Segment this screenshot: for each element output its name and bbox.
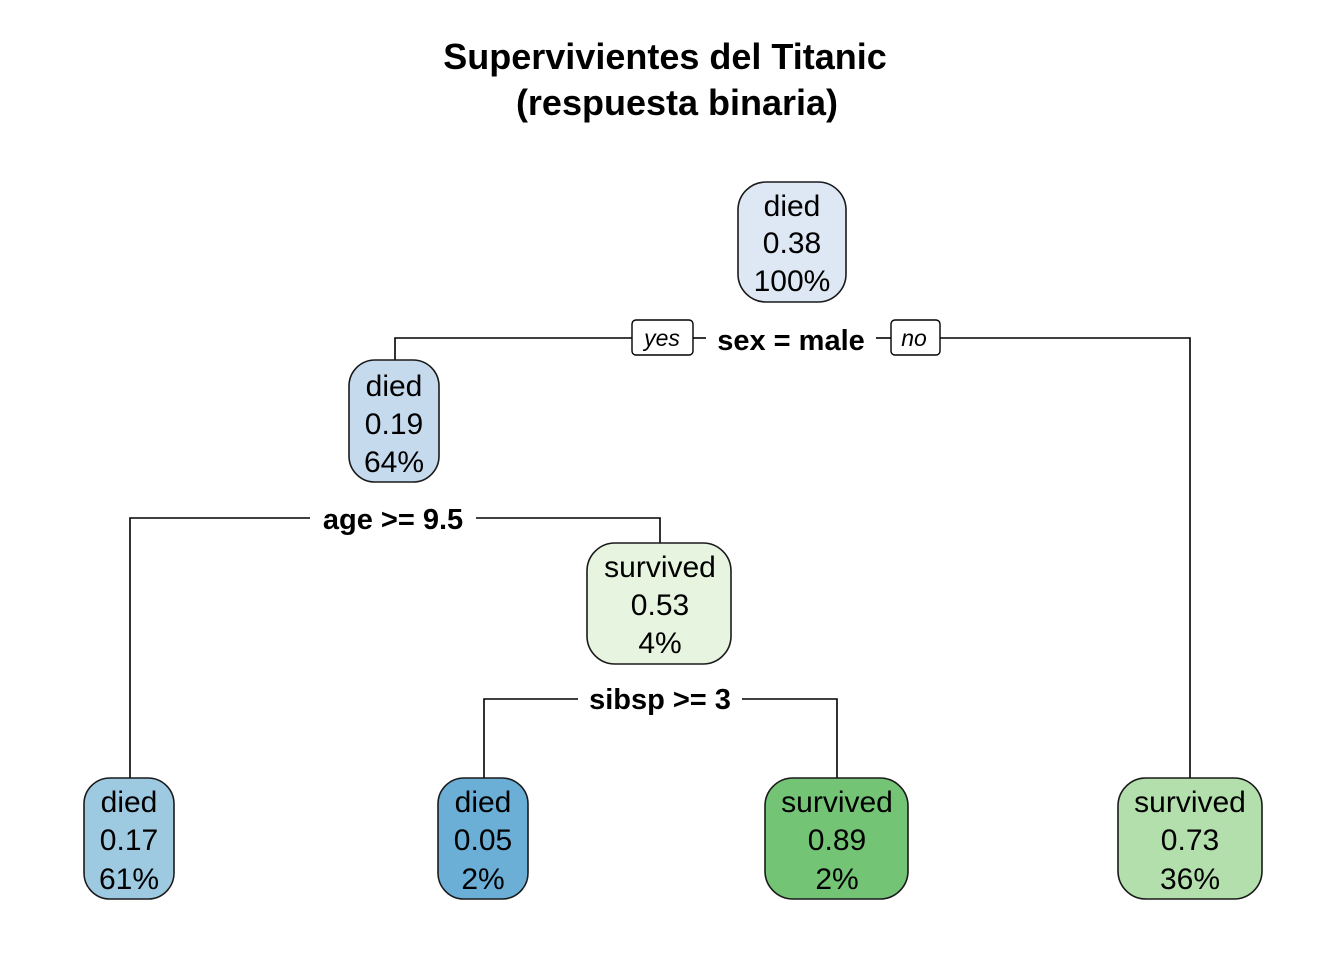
tree-node-male-young: survived 0.53 4% [586, 542, 732, 665]
node-percentage: 36% [1160, 863, 1220, 896]
node-box [737, 181, 847, 303]
yes-branch-label: yes [631, 319, 694, 356]
split-sibsp: sibsp >= 3 [578, 681, 742, 717]
branch-line-sibsp-right [742, 698, 838, 778]
node-class-label: died [366, 370, 423, 403]
node-probability: 0.19 [365, 408, 423, 441]
no-branch-label: no [890, 319, 941, 356]
node-class-label: survived [781, 786, 893, 819]
node-percentage: 64% [364, 446, 424, 479]
branch-lines [129, 337, 1191, 778]
node-class-label: died [764, 190, 821, 223]
split-age: age >= 9.5 [310, 500, 476, 536]
tree-node-male: died 0.19 64% [348, 359, 440, 483]
node-percentage: 2% [461, 863, 504, 896]
node-box [437, 777, 529, 900]
tree-node-male-older: died 0.17 61% [83, 777, 175, 900]
split-sex: sex = male [706, 320, 876, 357]
node-probability: 0.89 [808, 824, 866, 857]
tree-node-root: died 0.38 100% [737, 181, 847, 303]
split-label-sex: sex = male [717, 325, 865, 357]
node-probability: 0.05 [454, 824, 512, 857]
branch-line-age-left [129, 517, 310, 778]
split-label-sibsp: sibsp >= 3 [589, 684, 731, 716]
branch-line-sibsp-left [483, 698, 578, 778]
no-label-text: no [901, 325, 927, 351]
node-percentage: 4% [638, 627, 681, 660]
node-class-label: survived [1134, 786, 1246, 819]
tree-node-young-many-sib: died 0.05 2% [437, 777, 529, 900]
node-probability: 0.38 [763, 227, 821, 260]
node-probability: 0.17 [100, 824, 158, 857]
node-box [348, 359, 440, 483]
node-box [586, 542, 732, 665]
node-box [83, 777, 175, 900]
branch-line-age-right [476, 517, 661, 543]
yes-label-text: yes [642, 325, 680, 351]
node-percentage: 2% [815, 863, 858, 896]
chart-title-line-1: Supervivientes del Titanic [443, 36, 887, 77]
node-box [1117, 777, 1263, 900]
split-label-age: age >= 9.5 [323, 504, 463, 536]
node-class-label: survived [604, 551, 716, 584]
node-probability: 0.73 [1161, 824, 1219, 857]
branch-line-sex-right [940, 337, 1191, 778]
node-box [764, 777, 909, 900]
node-percentage: 100% [754, 265, 831, 298]
node-probability: 0.53 [631, 589, 689, 622]
node-class-label: died [455, 786, 512, 819]
branch-line-sex-left [394, 337, 632, 360]
node-class-label: died [101, 786, 158, 819]
node-percentage: 61% [99, 863, 159, 896]
tree-node-female: survived 0.73 36% [1117, 777, 1263, 900]
tree-node-young-few-sib: survived 0.89 2% [764, 777, 909, 900]
chart-title-line-2: (respuesta binaria) [516, 82, 838, 123]
